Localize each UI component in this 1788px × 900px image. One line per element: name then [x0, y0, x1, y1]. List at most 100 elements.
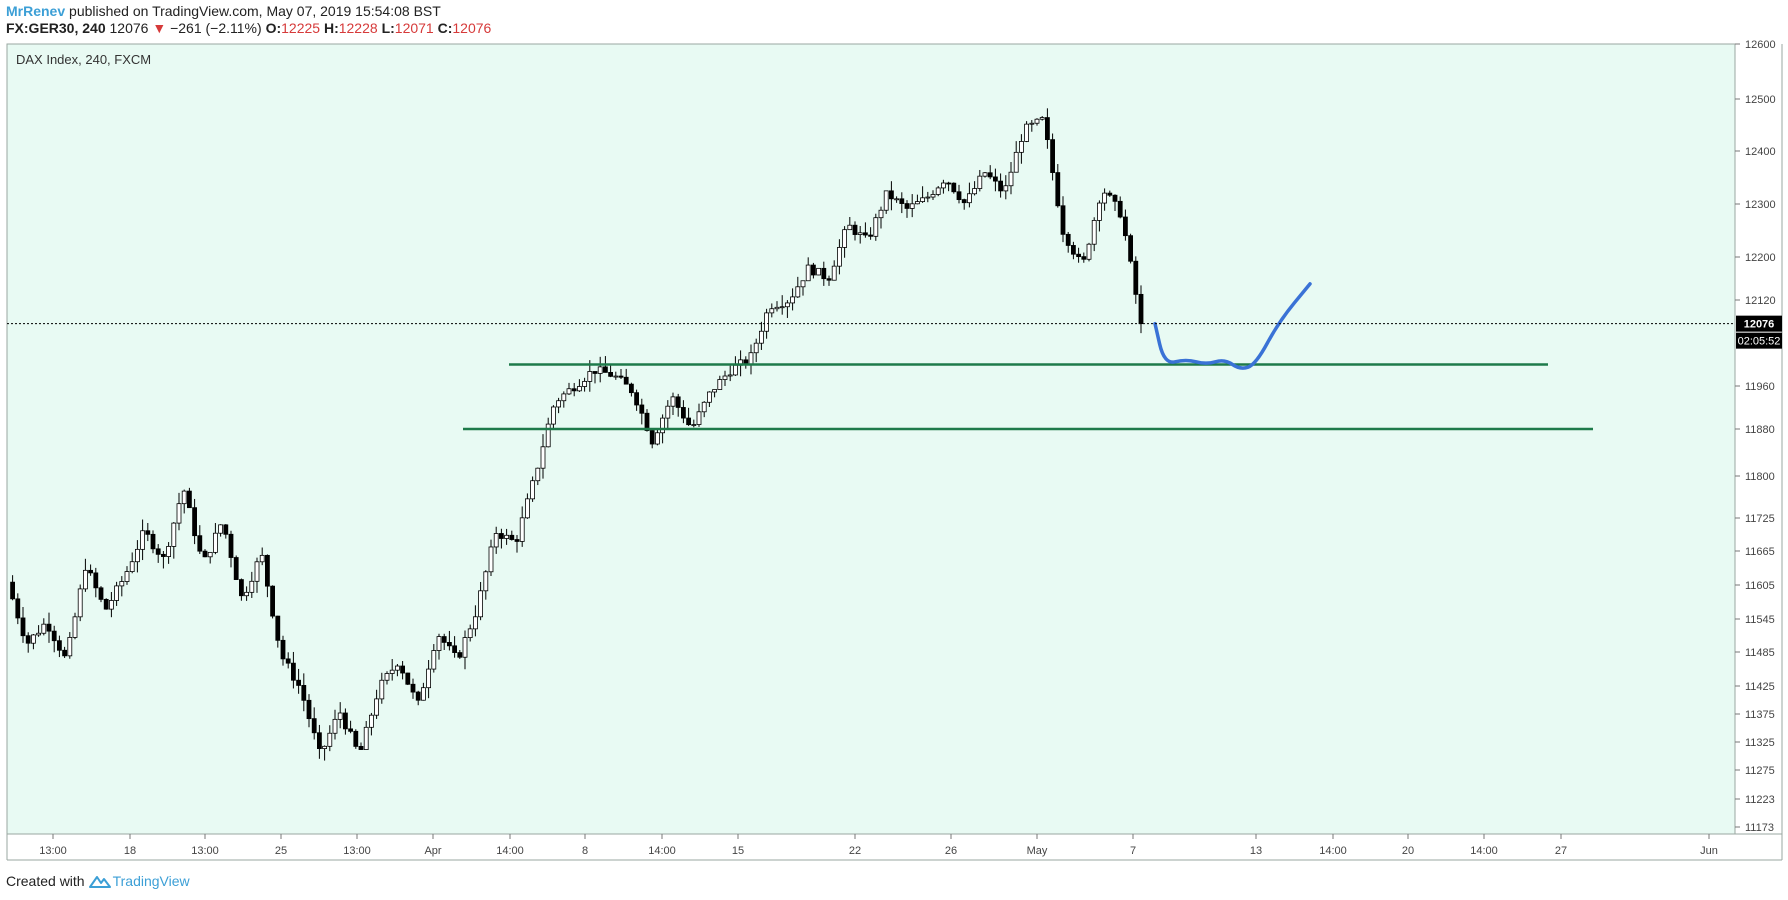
published-text: published on TradingView.com, May 07, 20… [69, 3, 441, 19]
candle-body [691, 424, 697, 426]
candle-body [707, 391, 712, 403]
candle-body [420, 687, 426, 701]
author-link[interactable]: MrRenev [6, 3, 66, 19]
candle-body [909, 203, 915, 209]
candle-body [1008, 171, 1014, 187]
close-label: C: [437, 20, 453, 36]
candle-body [504, 534, 510, 539]
candle-body [431, 650, 437, 670]
price-tick-label: 11325 [1745, 737, 1775, 749]
candle-body [946, 182, 951, 185]
change-value: −261 (−2.11%) [170, 20, 262, 36]
candle-body [613, 375, 619, 378]
time-tick-label: 25 [275, 845, 287, 857]
candle-body [51, 630, 57, 642]
candle-body [961, 199, 967, 204]
time-tick-label: 13:00 [39, 845, 67, 857]
time-tick-label: 8 [582, 845, 588, 857]
candle-body [124, 571, 130, 582]
candle-body [1097, 202, 1102, 221]
candle-body [1034, 118, 1040, 124]
candle-body [811, 264, 816, 276]
candle-body [426, 668, 432, 689]
candle-body [920, 197, 925, 202]
support-lines[interactable] [463, 363, 1593, 431]
candle-body [582, 381, 587, 387]
time-tick-label: 14:00 [1470, 845, 1498, 857]
price-tick-label: 11725 [1745, 513, 1775, 525]
time-tick-label: 15 [732, 845, 744, 857]
down-arrow-icon: ▼ [152, 20, 167, 36]
candle-body [119, 581, 125, 587]
candle-body [197, 535, 203, 552]
candle-body [967, 193, 972, 204]
candle-body [264, 554, 270, 587]
candle-body [868, 234, 873, 237]
candle-body [1019, 141, 1024, 153]
candle-body [285, 658, 291, 664]
candle-body [363, 726, 369, 750]
candle-body [186, 490, 192, 509]
candle-body [93, 572, 99, 589]
candle-body [894, 198, 899, 201]
tradingview-logo-icon [88, 876, 111, 888]
candle-body [244, 591, 250, 597]
candle-body [717, 379, 723, 390]
time-tick-label: 20 [1402, 845, 1414, 857]
candle-body [327, 732, 333, 747]
candle-body [800, 280, 806, 288]
candle-body [753, 342, 759, 354]
price-axis[interactable]: 12600 12500 12400 12300 12200 12120 11960 11880… [1735, 39, 1776, 834]
current-price-tag [1736, 315, 1782, 332]
projection-drawing[interactable] [1153, 282, 1312, 370]
candle-body [577, 386, 582, 392]
candle-body [639, 404, 645, 414]
open-label: O: [265, 20, 282, 36]
time-tick-label: 14:00 [496, 845, 524, 857]
candle-body [238, 579, 244, 597]
candle-body [498, 533, 504, 539]
candle-body [904, 203, 910, 209]
candle-body [987, 172, 993, 178]
chart-title: DAX Index, 240, FXCM [16, 52, 151, 67]
price-tick-label: 12120 [1745, 295, 1776, 307]
candle-body [878, 209, 884, 219]
candle-body [701, 401, 707, 413]
countdown-text: 02:05:52 [1738, 336, 1781, 348]
candle-body [530, 480, 535, 500]
candle-body [1055, 172, 1061, 207]
plot-area[interactable] [6, 43, 1736, 835]
candle-body [296, 679, 302, 686]
candle-body [311, 718, 317, 734]
candle-body [228, 533, 234, 558]
price-tick-label: 11960 [1745, 381, 1775, 393]
candle-body [675, 396, 681, 408]
candle-body [556, 400, 561, 408]
candle-body [774, 306, 780, 310]
high-value: 12228 [338, 20, 378, 36]
candle-body [519, 517, 525, 542]
candle-body [410, 683, 416, 693]
candle-body [415, 691, 421, 701]
candle-body [696, 411, 702, 425]
candle-body [176, 503, 182, 524]
price-tick-label: 11375 [1745, 709, 1775, 721]
candle-body [374, 698, 380, 716]
price-tick-label: 11605 [1745, 580, 1775, 592]
candle-body [821, 267, 827, 280]
candle-body [826, 278, 832, 281]
candle-body [540, 446, 546, 469]
candle-body [20, 617, 26, 637]
candle-body [670, 396, 676, 407]
candle-body [623, 376, 629, 385]
candle-body [493, 533, 499, 548]
candle-body [1024, 123, 1029, 142]
time-axis[interactable]: 13:00 18 13:00 25 13:00 Apr 14:00 8 14:00 15 22 26 M… [39, 834, 1718, 857]
low-label: L: [381, 20, 395, 36]
last-price: 12076 [109, 20, 149, 36]
candle-body [67, 637, 73, 657]
candle-body [1076, 253, 1081, 258]
tradingview-link[interactable]: TradingView [112, 873, 190, 889]
candle-body [571, 388, 577, 392]
